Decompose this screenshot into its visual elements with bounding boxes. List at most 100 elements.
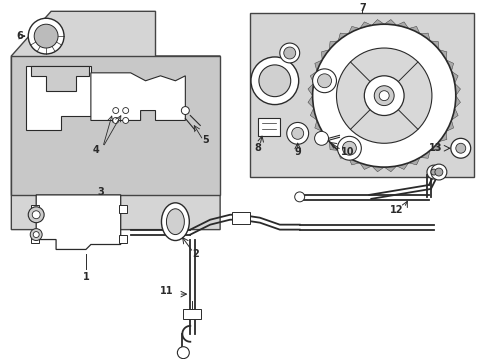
Polygon shape	[314, 60, 322, 71]
Circle shape	[314, 131, 328, 145]
Ellipse shape	[166, 209, 184, 235]
Polygon shape	[347, 26, 359, 34]
Polygon shape	[309, 108, 316, 120]
Text: 12: 12	[389, 205, 403, 215]
Polygon shape	[321, 50, 329, 60]
Text: 13: 13	[428, 143, 442, 153]
Polygon shape	[445, 120, 453, 131]
Polygon shape	[31, 66, 89, 91]
Polygon shape	[309, 71, 316, 83]
Polygon shape	[438, 50, 446, 60]
Polygon shape	[338, 33, 347, 41]
Text: 6: 6	[16, 31, 22, 41]
Bar	[31, 205, 39, 213]
Circle shape	[113, 108, 119, 113]
Text: 8: 8	[254, 143, 261, 153]
Polygon shape	[429, 141, 438, 150]
Polygon shape	[359, 22, 371, 28]
Circle shape	[312, 69, 336, 93]
Text: 11: 11	[160, 286, 173, 296]
Polygon shape	[307, 83, 313, 96]
Text: 10: 10	[340, 147, 353, 157]
Polygon shape	[359, 163, 371, 170]
Ellipse shape	[161, 203, 189, 240]
Polygon shape	[329, 141, 338, 150]
Circle shape	[450, 138, 470, 158]
Circle shape	[430, 164, 446, 180]
Bar	[232, 212, 249, 224]
Polygon shape	[408, 158, 419, 165]
Circle shape	[250, 57, 298, 105]
Polygon shape	[450, 71, 457, 83]
Circle shape	[33, 231, 39, 238]
Polygon shape	[454, 83, 460, 96]
Polygon shape	[384, 19, 396, 25]
Circle shape	[379, 91, 388, 100]
Circle shape	[177, 347, 189, 359]
Circle shape	[364, 76, 403, 116]
Polygon shape	[408, 26, 419, 34]
Circle shape	[434, 168, 442, 176]
Circle shape	[181, 107, 189, 114]
Text: 5: 5	[202, 135, 208, 145]
Circle shape	[291, 127, 303, 139]
Bar	[31, 235, 39, 243]
Polygon shape	[396, 22, 408, 28]
Polygon shape	[11, 11, 220, 230]
Circle shape	[286, 122, 308, 144]
Bar	[119, 205, 126, 213]
Circle shape	[28, 18, 64, 54]
Polygon shape	[396, 163, 408, 170]
Polygon shape	[371, 166, 384, 172]
Polygon shape	[371, 19, 384, 25]
Bar	[11, 56, 220, 195]
Circle shape	[336, 48, 431, 143]
Polygon shape	[384, 166, 396, 172]
Circle shape	[34, 24, 58, 48]
Circle shape	[342, 141, 356, 155]
Text: 7: 7	[358, 3, 365, 13]
Circle shape	[279, 43, 299, 63]
Circle shape	[294, 192, 304, 202]
Polygon shape	[91, 73, 185, 121]
Bar	[249, 13, 473, 177]
Bar	[257, 118, 279, 136]
Bar	[119, 235, 126, 243]
Circle shape	[430, 169, 436, 175]
Circle shape	[28, 207, 44, 223]
Polygon shape	[321, 131, 329, 141]
Circle shape	[283, 47, 295, 59]
Polygon shape	[347, 158, 359, 165]
Circle shape	[312, 24, 455, 167]
Polygon shape	[314, 120, 322, 131]
Polygon shape	[329, 41, 338, 50]
Polygon shape	[419, 33, 429, 41]
Circle shape	[113, 117, 119, 123]
Text: 9: 9	[294, 147, 301, 157]
Polygon shape	[419, 150, 429, 158]
Polygon shape	[450, 108, 457, 120]
Circle shape	[337, 136, 361, 160]
Circle shape	[258, 65, 290, 96]
Text: 3: 3	[97, 187, 104, 197]
Polygon shape	[438, 131, 446, 141]
Polygon shape	[36, 195, 121, 249]
Circle shape	[32, 211, 40, 219]
Text: 2: 2	[191, 249, 198, 260]
Polygon shape	[26, 66, 91, 130]
Circle shape	[426, 165, 440, 179]
Text: 4: 4	[92, 145, 99, 155]
Circle shape	[122, 117, 128, 123]
Bar	[183, 309, 201, 319]
Polygon shape	[429, 41, 438, 50]
Polygon shape	[338, 150, 347, 158]
Polygon shape	[454, 96, 460, 108]
Circle shape	[317, 74, 331, 88]
Polygon shape	[445, 60, 453, 71]
Circle shape	[30, 229, 42, 240]
Text: 1: 1	[82, 272, 89, 282]
Polygon shape	[307, 96, 313, 108]
Circle shape	[122, 108, 128, 113]
Circle shape	[373, 86, 393, 105]
Circle shape	[455, 143, 465, 153]
